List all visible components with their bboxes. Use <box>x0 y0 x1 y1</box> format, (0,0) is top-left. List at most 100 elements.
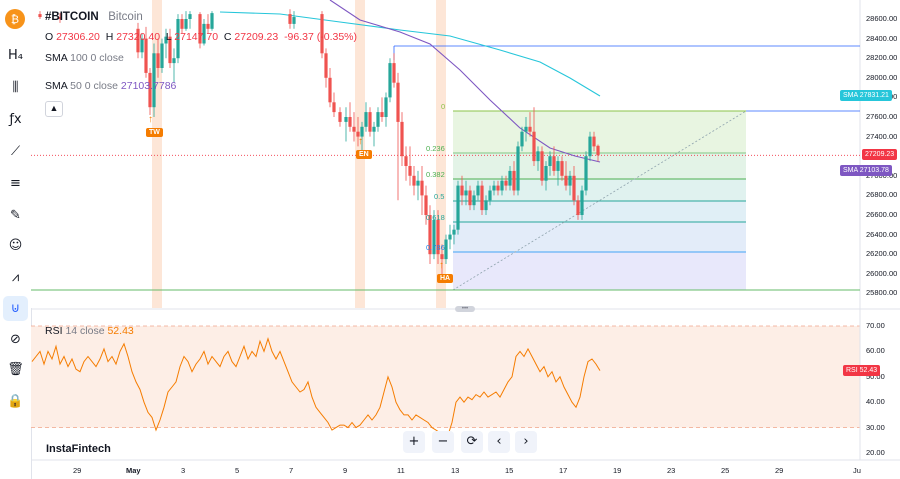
candle-body <box>520 131 524 147</box>
h4-timeframe-icon[interactable]: H₄ <box>8 48 23 63</box>
ohlc-legend: O 27306.20 H 27320.40 L 27147.70 C 27209… <box>45 31 357 43</box>
lock-icon[interactable]: 🔒 <box>7 394 24 409</box>
candle-body <box>152 53 156 108</box>
rsi-legend[interactable]: RSI 14 close 52.43 <box>45 325 134 337</box>
candle-body <box>404 156 408 166</box>
candle-body <box>580 190 584 215</box>
trend-line-icon[interactable]: ⟋ <box>10 144 21 159</box>
event-marker-arrow-icon: ↑ <box>358 136 363 147</box>
open-value: 27306.20 <box>56 31 100 43</box>
emoji-icon[interactable]: ☺ <box>8 238 23 253</box>
scroll-forward-button[interactable]: › <box>515 431 537 453</box>
candles-icon[interactable]: ⫼ <box>12 80 19 95</box>
event-marker-en[interactable]: EN <box>356 150 372 159</box>
brush-icon[interactable]: ✎ <box>10 208 21 223</box>
close-value: 27209.23 <box>234 31 279 43</box>
candle-body <box>436 219 440 255</box>
close-label: C <box>223 31 232 43</box>
candle-body <box>592 136 596 147</box>
pattern-icon[interactable]: ⩘ <box>11 270 20 285</box>
zoom-in-button[interactable]: + <box>403 431 425 453</box>
candle-body <box>392 63 396 83</box>
rsi-axis-label: 50.00 <box>866 371 885 381</box>
candle-body <box>544 166 548 181</box>
symbol-legend: #BITCOIN Bitcoin <box>45 11 143 23</box>
time-axis-label: Ju <box>853 466 861 475</box>
sma100-legend[interactable]: SMA 100 0 close <box>45 52 124 64</box>
time-axis-label: 9 <box>343 466 348 475</box>
event-marker-ha[interactable]: HA <box>437 274 454 283</box>
time-axis-label: 29 <box>775 466 784 475</box>
time-axis-label: 11 <box>397 466 405 475</box>
candle-body <box>560 161 564 176</box>
candle-body <box>444 239 448 260</box>
candle-body <box>460 185 464 196</box>
reset-view-button[interactable]: ⟳ <box>461 431 483 453</box>
high-label: H <box>105 31 114 43</box>
candle-body <box>572 175 576 201</box>
price-axis-label: 26000.00 <box>866 268 898 278</box>
candle-body <box>176 19 180 59</box>
candle-body <box>144 38 148 73</box>
low-label: L <box>165 31 172 43</box>
candle-body <box>540 151 544 181</box>
time-axis-label: 17 <box>559 466 568 475</box>
legend-collapse-button[interactable]: ▲ <box>45 101 63 117</box>
price-axis-label: 26800.00 <box>866 190 898 200</box>
rsi-price-tag: RSI 52.43 <box>843 364 881 376</box>
bitcoin-icon[interactable]: ₿ <box>5 9 25 29</box>
change-value: -96.37 (-0.35%) <box>284 31 358 43</box>
sma50-price-tag: SMA 27103.78 <box>840 164 892 176</box>
candle-body <box>324 53 328 78</box>
candle-body <box>528 126 532 132</box>
time-axis-label: 23 <box>667 466 676 475</box>
fib-tool-icon[interactable]: ≡ <box>10 176 21 191</box>
fib-zone-3 <box>453 179 746 201</box>
rsi-axis-label: 40.00 <box>866 397 885 407</box>
rsi-params: 14 close <box>65 325 105 337</box>
candle-body <box>360 126 364 137</box>
candle-body <box>338 112 342 122</box>
time-axis-label: 29 <box>73 466 82 475</box>
event-highlight-3 <box>436 0 446 308</box>
candle-body <box>288 14 292 24</box>
rsi-band <box>31 326 860 428</box>
candle-body <box>388 63 392 98</box>
candle-body <box>468 190 472 206</box>
fib-level-label: 0 <box>441 102 446 111</box>
scroll-back-button[interactable]: ‹ <box>488 431 510 453</box>
price-axis-label: 26600.00 <box>866 210 898 219</box>
event-highlight-1 <box>152 0 162 308</box>
sma100-line <box>219 11 601 97</box>
price-axis-label: 27600.00 <box>866 112 898 121</box>
symbol-name[interactable]: #BITCOIN <box>45 11 99 23</box>
sma50-legend[interactable]: SMA 50 0 close 27103.7786 <box>45 80 176 92</box>
rsi-axis-label: 70.00 <box>866 321 885 330</box>
candle-body <box>556 161 560 171</box>
candle-body <box>452 229 456 235</box>
candle-body <box>568 175 572 186</box>
event-marker-tw[interactable]: TW <box>146 128 163 137</box>
time-axis-label: 25 <box>721 466 730 475</box>
candle-body <box>344 117 348 122</box>
candle-body <box>206 23 210 29</box>
price-axis-label: 28400.00 <box>866 33 898 43</box>
price-axis-label: 28600.00 <box>866 14 898 23</box>
candle-body <box>432 219 436 255</box>
candle-body <box>58 17 62 19</box>
candle-body <box>292 17 296 24</box>
rsi-axis-label: 60.00 <box>866 346 885 356</box>
function-icon[interactable]: ƒx <box>9 112 22 127</box>
fib-level-label: 0.5 <box>434 192 445 201</box>
zoom-out-button[interactable]: − <box>432 431 454 453</box>
eye-off-icon[interactable]: ⊘ <box>10 332 21 347</box>
pane-resize-handle[interactable]: ••• <box>455 306 475 312</box>
candle-body <box>384 97 388 117</box>
trash-icon[interactable]: 🗑 <box>7 362 24 377</box>
fib-level-label: 0.618 <box>426 213 445 222</box>
magnet-icon[interactable]: ⊍ <box>3 296 28 321</box>
sma100-name: SMA <box>45 52 68 64</box>
candle-body <box>210 13 214 29</box>
candle-body <box>464 190 468 196</box>
